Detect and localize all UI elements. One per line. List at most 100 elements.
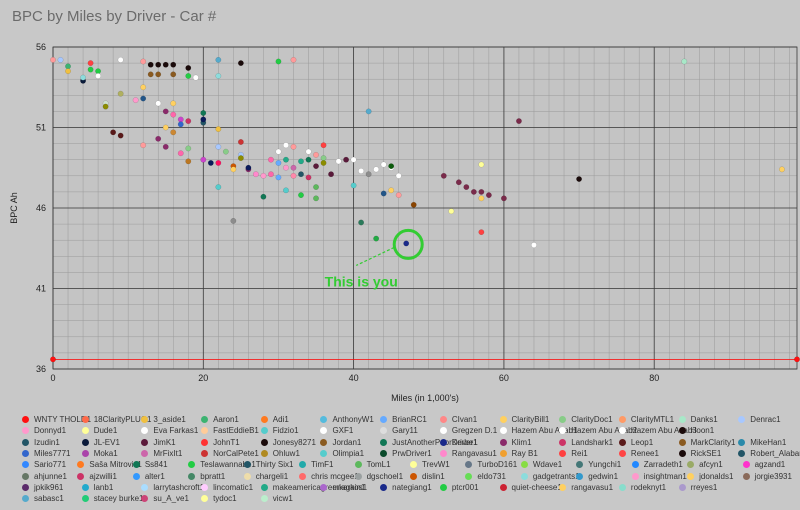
legend-entry[interactable]: FastEddieB1 bbox=[201, 426, 259, 435]
legend-entry[interactable]: JustAnotherPoorDriver1 bbox=[380, 438, 478, 447]
legend-entry[interactable]: Jonesy8271 bbox=[260, 438, 316, 447]
legend-entry[interactable]: Saša Mitrovic1 bbox=[77, 460, 142, 469]
legend-entry[interactable]: Denrac1 bbox=[738, 415, 781, 424]
legend-entry[interactable]: nategiang1 bbox=[380, 483, 432, 492]
legend-entry[interactable]: Hoon1 bbox=[678, 426, 714, 435]
legend-entry[interactable]: Miles7771 bbox=[22, 449, 70, 458]
legend-entry[interactable]: MrFixIt1 bbox=[141, 449, 182, 458]
legend-entry[interactable]: Hazem Abu Asab3 bbox=[618, 426, 697, 435]
legend-entry[interactable]: Hazem Abu Asab1 bbox=[499, 426, 577, 435]
legend-entry[interactable]: NorCalPete1 bbox=[201, 449, 259, 458]
legend-entry[interactable]: ClarityBill1 bbox=[499, 415, 549, 424]
legend-entry[interactable]: WNTY THOLD1 bbox=[22, 415, 91, 424]
legend-entry[interactable]: Olimpia1 bbox=[320, 449, 364, 458]
legend-entry[interactable]: afcyn1 bbox=[687, 460, 723, 469]
legend-entry[interactable]: Eva Farkas1 bbox=[141, 426, 198, 435]
legend-entry[interactable]: chris mcgee1 bbox=[299, 472, 359, 481]
legend-entry[interactable]: Klim1 bbox=[499, 438, 532, 447]
legend-entry[interactable]: JohnT1 bbox=[201, 438, 240, 447]
legend-entry[interactable]: ptcr001 bbox=[439, 483, 479, 492]
legend-entry[interactable]: MikeHan1 bbox=[738, 438, 786, 447]
legend-entry[interactable]: TurboD161 bbox=[465, 460, 517, 469]
legend-entry[interactable]: quiet-cheese1 bbox=[499, 483, 562, 492]
legend-entry[interactable]: TomL1 bbox=[354, 460, 391, 469]
legend-entry[interactable]: jpkik961 bbox=[22, 483, 63, 492]
legend-entry[interactable]: Landshark1 bbox=[559, 438, 613, 447]
legend-entry[interactable]: eldo731 bbox=[465, 472, 506, 481]
legend-entry[interactable]: ClarityMTL1 bbox=[618, 415, 674, 424]
legend-entry[interactable]: 3_aside1 bbox=[141, 415, 186, 424]
legend-entry[interactable]: Thirty Six1 bbox=[243, 460, 294, 469]
legend-entry[interactable]: JimK1 bbox=[141, 438, 176, 447]
legend-entry[interactable]: Ss841 bbox=[132, 460, 168, 469]
legend-entry[interactable]: Kerbe1 bbox=[439, 438, 478, 447]
legend-entry[interactable]: rangavasu1 bbox=[559, 483, 613, 492]
legend-entry[interactable]: GXF1 bbox=[320, 426, 353, 435]
legend-entry[interactable]: MarkClarity1 bbox=[678, 438, 736, 447]
legend-entry[interactable]: ahjunne1 bbox=[22, 472, 67, 481]
legend-entry[interactable]: Sario771 bbox=[22, 460, 66, 469]
legend-entry[interactable]: Zarradeth1 bbox=[631, 460, 683, 469]
legend-entry[interactable]: Ohluw1 bbox=[260, 449, 300, 458]
data-point bbox=[463, 184, 470, 190]
legend-entry[interactable]: Jordan1 bbox=[320, 438, 361, 447]
legend-entry[interactable]: JL-EV1 bbox=[81, 438, 120, 447]
legend-entry[interactable]: Rei1 bbox=[559, 449, 588, 458]
legend-entry[interactable]: alter1 bbox=[132, 472, 165, 481]
legend-entry[interactable]: gadgetrants1 bbox=[520, 472, 580, 481]
legend-entry[interactable]: ClarityDoc1 bbox=[559, 415, 613, 424]
legend-entry[interactable]: Robert_Alabama1 bbox=[738, 449, 800, 458]
legend-entry[interactable]: jdonalds1 bbox=[687, 472, 733, 481]
legend-entry[interactable]: stacey burke1 bbox=[81, 494, 144, 503]
legend-entry[interactable]: TimF1 bbox=[299, 460, 334, 469]
legend-entry[interactable]: BrianRC1 bbox=[380, 415, 427, 424]
legend-entry[interactable]: Leop1 bbox=[618, 438, 653, 447]
legend-entry[interactable]: Yungchi1 bbox=[576, 460, 621, 469]
legend-entry[interactable]: Gregzen D.1 bbox=[439, 426, 497, 435]
legend-label: bpratt1 bbox=[200, 471, 226, 481]
legend-entry[interactable]: Rangavasu1 bbox=[439, 449, 497, 458]
legend-entry[interactable]: larrytashcroft1 bbox=[141, 483, 204, 492]
legend-entry[interactable]: Fidzio1 bbox=[260, 426, 299, 435]
legend-entry[interactable]: Hazem Abu Asab2 bbox=[559, 426, 637, 435]
legend-entry[interactable]: CIvan1 bbox=[439, 415, 477, 424]
legend-entry[interactable]: vicw1 bbox=[260, 494, 293, 503]
legend-entry[interactable]: dgschoel1 bbox=[354, 472, 403, 481]
legend-label: 3_aside1 bbox=[153, 415, 186, 424]
legend-entry[interactable]: dislin1 bbox=[410, 472, 445, 481]
legend-entry[interactable]: mkarkos1 bbox=[320, 483, 367, 492]
legend-entry[interactable]: RickSE1 bbox=[678, 449, 721, 458]
legend-entry[interactable]: sabasc1 bbox=[22, 494, 64, 503]
legend-entry[interactable]: Gary11 bbox=[380, 426, 418, 435]
legend-entry[interactable]: Dude1 bbox=[81, 426, 117, 435]
legend-entry[interactable]: agzand1 bbox=[742, 460, 785, 469]
legend-entry[interactable]: Danks1 bbox=[678, 415, 718, 424]
legend-entry[interactable]: Donnyd1 bbox=[22, 426, 66, 435]
legend-entry[interactable]: Moka1 bbox=[81, 449, 118, 458]
legend-entry[interactable]: rreyes1 bbox=[678, 483, 717, 492]
legend-entry[interactable]: Adi1 bbox=[260, 415, 289, 424]
legend-entry[interactable]: ajzwilli1 bbox=[77, 472, 117, 481]
legend-entry[interactable]: AnthonyW1 bbox=[320, 415, 374, 424]
legend-entry[interactable]: Izudin1 bbox=[22, 438, 60, 447]
legend-entry[interactable]: Ray B1 bbox=[499, 449, 538, 458]
legend-entry[interactable]: TrevW1 bbox=[410, 460, 450, 469]
legend-entry[interactable]: jorgie3931 bbox=[742, 472, 792, 481]
legend-entry[interactable]: Wdave1 bbox=[520, 460, 562, 469]
legend-entry[interactable]: rodeknyt1 bbox=[618, 483, 666, 492]
legend-entry[interactable]: lanb1 bbox=[81, 483, 113, 492]
legend-entry[interactable]: PrwDriver1 bbox=[380, 449, 432, 458]
legend-entry[interactable]: Renee1 bbox=[618, 449, 659, 458]
legend-entry[interactable]: bpratt1 bbox=[188, 472, 225, 481]
legend-entry[interactable]: Teslawannabe1 bbox=[188, 460, 256, 469]
data-point bbox=[65, 63, 71, 70]
legend-entry[interactable]: lincomatic1 bbox=[201, 483, 253, 492]
legend-entry[interactable]: insightman1 bbox=[631, 472, 687, 481]
legend-entry[interactable]: su_A_ve1 bbox=[141, 494, 189, 503]
legend-entry[interactable]: chargeli1 bbox=[243, 472, 288, 481]
legend-entry[interactable]: makeamericagreenagain1 bbox=[260, 483, 365, 492]
legend-entry[interactable]: Aaron1 bbox=[201, 415, 239, 424]
legend-entry[interactable]: gedwin1 bbox=[576, 472, 618, 481]
legend-entry[interactable]: 18ClarityPLUG1 bbox=[81, 415, 152, 424]
legend-entry[interactable]: tydoc1 bbox=[201, 494, 237, 503]
